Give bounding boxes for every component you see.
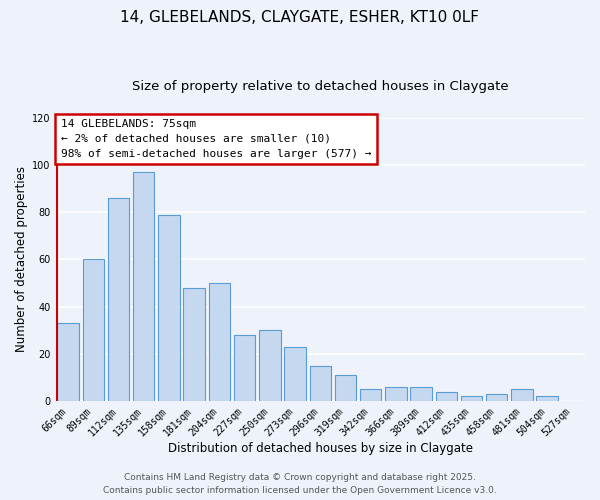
Bar — [209, 283, 230, 401]
Title: Size of property relative to detached houses in Claygate: Size of property relative to detached ho… — [132, 80, 509, 93]
Text: 14, GLEBELANDS, CLAYGATE, ESHER, KT10 0LF: 14, GLEBELANDS, CLAYGATE, ESHER, KT10 0L… — [121, 10, 479, 25]
Text: 14 GLEBELANDS: 75sqm
← 2% of detached houses are smaller (10)
98% of semi-detach: 14 GLEBELANDS: 75sqm ← 2% of detached ho… — [61, 119, 371, 159]
Bar — [259, 330, 281, 401]
Bar — [511, 389, 533, 401]
Bar — [83, 260, 104, 401]
Bar — [58, 323, 79, 401]
Bar — [486, 394, 508, 401]
Bar — [234, 335, 256, 401]
X-axis label: Distribution of detached houses by size in Claygate: Distribution of detached houses by size … — [168, 442, 473, 455]
Bar — [536, 396, 558, 401]
Bar — [436, 392, 457, 401]
Text: Contains HM Land Registry data © Crown copyright and database right 2025.
Contai: Contains HM Land Registry data © Crown c… — [103, 474, 497, 495]
Bar — [158, 214, 180, 401]
Bar — [335, 375, 356, 401]
Bar — [410, 387, 432, 401]
Y-axis label: Number of detached properties: Number of detached properties — [15, 166, 28, 352]
Bar — [133, 172, 154, 401]
Bar — [385, 387, 407, 401]
Bar — [360, 389, 382, 401]
Bar — [310, 366, 331, 401]
Bar — [284, 346, 306, 401]
Bar — [461, 396, 482, 401]
Bar — [184, 288, 205, 401]
Bar — [108, 198, 129, 401]
